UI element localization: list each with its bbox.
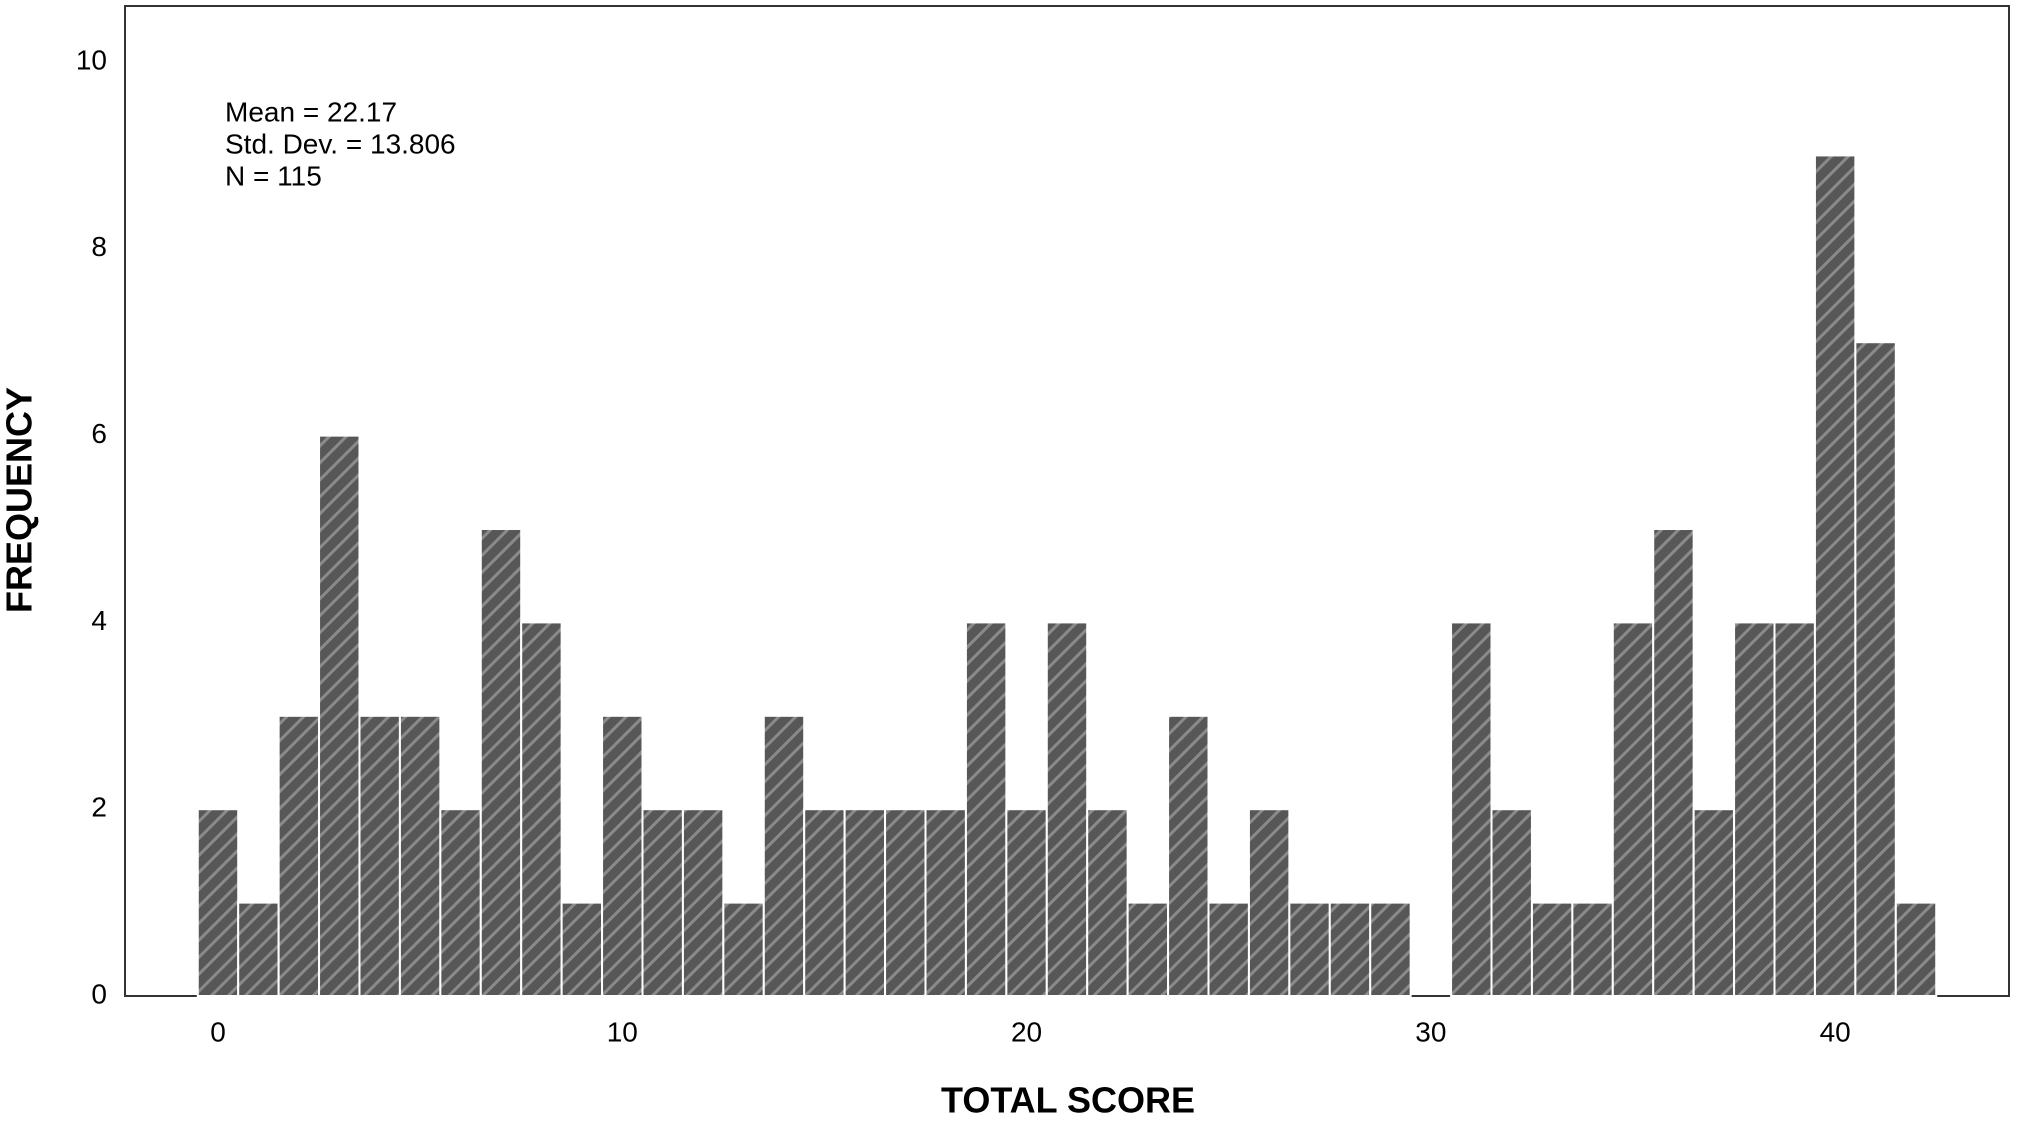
bar <box>762 714 806 998</box>
bar <box>843 808 887 997</box>
stats-annotation: Mean = 22.17 <box>225 96 397 127</box>
bar <box>1530 901 1574 997</box>
x-tick-label: 40 <box>1820 1016 1851 1047</box>
bar <box>1894 901 1938 997</box>
y-tick-label: 4 <box>91 605 107 636</box>
bar <box>964 621 1008 997</box>
bar <box>1247 808 1291 997</box>
x-tick-label: 0 <box>210 1016 226 1047</box>
y-tick-label: 6 <box>91 418 107 449</box>
bar <box>803 808 846 997</box>
bar <box>479 528 523 997</box>
bar <box>1733 621 1776 997</box>
x-axis-title: TOTAL SCORE <box>941 1080 1195 1121</box>
bar <box>1005 808 1048 997</box>
bar <box>1126 901 1170 997</box>
stats-annotation: Std. Dev. = 13.806 <box>225 128 456 159</box>
bar <box>277 714 321 998</box>
bar <box>1490 808 1533 997</box>
bar <box>1652 528 1695 997</box>
bar <box>439 808 482 997</box>
bar <box>1288 901 1331 997</box>
x-tick-label: 10 <box>607 1016 638 1047</box>
bar <box>560 901 604 997</box>
y-tick-label: 10 <box>76 44 107 75</box>
bar <box>1045 621 1089 997</box>
bar <box>601 714 644 998</box>
bar <box>1611 621 1655 997</box>
bar <box>1773 621 1816 997</box>
bar <box>1369 901 1412 997</box>
x-tick-label: 30 <box>1415 1016 1446 1047</box>
bar <box>1450 621 1493 997</box>
bar <box>1328 901 1372 997</box>
y-tick-label: 2 <box>91 792 107 823</box>
bar <box>1692 808 1736 997</box>
bar <box>520 621 563 997</box>
bar <box>358 714 401 998</box>
bar <box>641 808 684 997</box>
stats-annotation: N = 115 <box>225 160 322 191</box>
bar <box>1207 901 1250 997</box>
bar <box>318 434 361 998</box>
bar <box>884 808 927 997</box>
bar <box>196 808 240 997</box>
y-tick-label: 0 <box>91 978 107 1009</box>
bar <box>681 808 725 997</box>
y-axis-title: FREQUENCY <box>0 387 40 613</box>
bar <box>237 901 280 997</box>
bar <box>924 808 967 997</box>
bar <box>1571 901 1614 997</box>
bar <box>1086 808 1129 997</box>
bar <box>398 714 442 998</box>
bar <box>1854 341 1897 997</box>
bar <box>1167 714 1210 998</box>
x-tick-label: 20 <box>1011 1016 1042 1047</box>
y-tick-label: 8 <box>91 231 107 262</box>
bar <box>722 901 765 997</box>
bar <box>1813 154 1857 997</box>
